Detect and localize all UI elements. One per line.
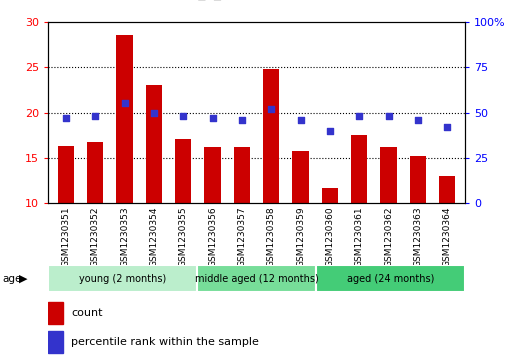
- Point: [326, 128, 334, 134]
- Text: count: count: [71, 308, 103, 318]
- Bar: [48, 331, 63, 353]
- Bar: [146, 85, 162, 203]
- Point: [238, 117, 246, 123]
- Point: [179, 113, 187, 119]
- Bar: [263, 69, 279, 203]
- Point: [297, 117, 305, 123]
- FancyBboxPatch shape: [48, 265, 197, 292]
- Text: ▶: ▶: [19, 274, 28, 284]
- Bar: [439, 176, 455, 203]
- Point: [62, 115, 70, 121]
- Bar: [116, 35, 133, 203]
- Bar: [293, 151, 309, 203]
- Bar: [48, 302, 63, 324]
- Bar: [175, 139, 192, 203]
- Point: [267, 106, 275, 112]
- Bar: [87, 142, 103, 203]
- Point: [150, 110, 158, 115]
- Point: [414, 117, 422, 123]
- Text: age: age: [3, 274, 22, 284]
- Text: middle aged (12 months): middle aged (12 months): [195, 274, 319, 284]
- Bar: [351, 135, 367, 203]
- Bar: [380, 147, 397, 203]
- Bar: [204, 147, 220, 203]
- Bar: [234, 147, 250, 203]
- FancyBboxPatch shape: [316, 265, 465, 292]
- Point: [385, 113, 393, 119]
- Point: [355, 113, 363, 119]
- Text: young (2 months): young (2 months): [79, 274, 166, 284]
- Point: [208, 115, 216, 121]
- Point: [120, 101, 129, 106]
- FancyBboxPatch shape: [197, 265, 316, 292]
- Point: [91, 113, 99, 119]
- Text: percentile rank within the sample: percentile rank within the sample: [71, 337, 259, 347]
- Bar: [58, 146, 74, 203]
- Bar: [410, 156, 426, 203]
- Bar: [322, 188, 338, 203]
- Text: aged (24 months): aged (24 months): [347, 274, 434, 284]
- Point: [443, 124, 451, 130]
